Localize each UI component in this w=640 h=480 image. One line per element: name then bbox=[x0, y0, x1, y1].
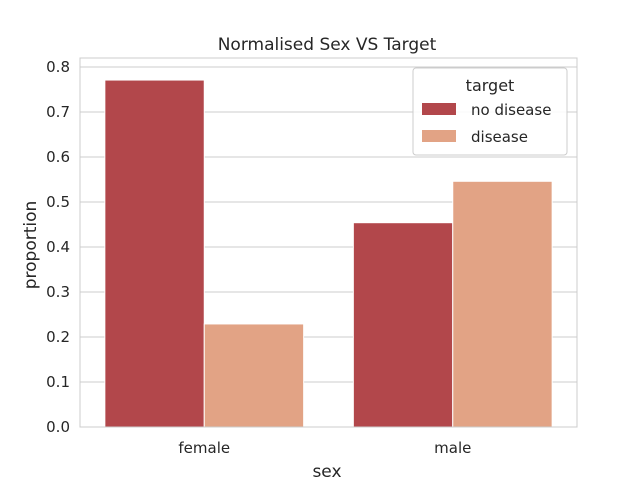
x-axis-label: sex bbox=[312, 462, 341, 480]
plot-frame bbox=[79, 57, 578, 428]
legend-title: target bbox=[466, 76, 515, 95]
x-tick-label: male bbox=[434, 439, 471, 457]
y-tick-label: 0.3 bbox=[46, 283, 70, 301]
legend-swatch-disease bbox=[422, 130, 456, 142]
x-axis-ticks: female male bbox=[178, 439, 471, 457]
y-tick-label: 0.6 bbox=[46, 148, 70, 166]
bar-male-disease bbox=[452, 180, 553, 428]
y-tick-label: 0.4 bbox=[46, 238, 70, 256]
y-tick-label: 0.7 bbox=[46, 103, 70, 121]
y-tick-label: 0.0 bbox=[46, 418, 70, 436]
y-tick-label: 0.5 bbox=[46, 193, 70, 211]
y-tick-label: 0.8 bbox=[46, 58, 70, 76]
bar-male-no-disease bbox=[352, 222, 454, 428]
x-tick-label: female bbox=[178, 439, 230, 457]
chart-title: Normalised Sex VS Target bbox=[218, 35, 437, 55]
y-axis-label: proportion bbox=[21, 201, 41, 290]
bar-female-no-disease bbox=[104, 79, 205, 428]
legend-swatch-no-disease bbox=[422, 103, 456, 115]
legend-label-no-disease: no disease bbox=[471, 101, 551, 119]
y-axis-ticks: 0.0 0.1 0.2 0.3 0.4 0.5 0.6 0.7 0.8 bbox=[46, 58, 70, 436]
bars bbox=[104, 79, 553, 428]
bar-female-disease bbox=[203, 323, 305, 428]
y-tick-label: 0.1 bbox=[46, 373, 70, 391]
y-tick-label: 0.2 bbox=[46, 328, 70, 346]
legend-label-disease: disease bbox=[471, 128, 528, 146]
legend: target no disease disease bbox=[412, 67, 568, 156]
